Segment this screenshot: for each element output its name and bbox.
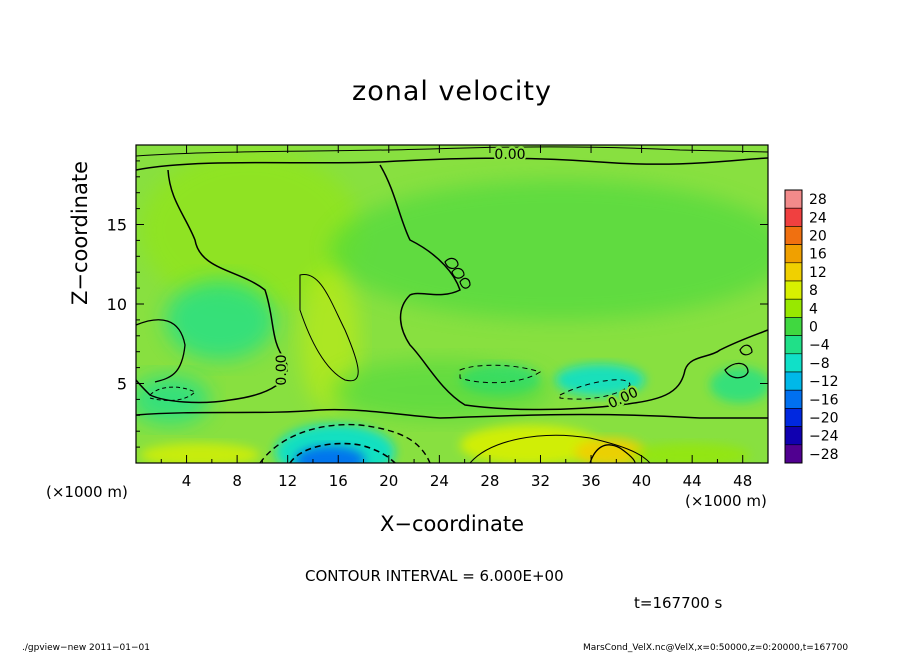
contour-lines: 0.000.000.000.000.000.00: [136, 145, 768, 463]
y-tick-label: 10: [107, 295, 127, 314]
x-tick-label: 16: [329, 472, 348, 490]
footer-right: MarsCond_VelX.nc@VelX,x=0:50000,z=0:2000…: [583, 643, 849, 653]
contour-label: 0.00: [274, 354, 290, 385]
contour-line: [559, 379, 631, 400]
contour-line: [289, 442, 396, 463]
colorbar-label: 0: [809, 320, 818, 336]
colorbar-swatch: [784, 207, 803, 227]
contour-line: [299, 274, 359, 382]
colorbar-label: 4: [809, 301, 818, 317]
x-unit-label-left: (×1000 m): [46, 483, 128, 501]
colorbar-label: −16: [809, 392, 839, 408]
contour-line: [379, 164, 768, 411]
colorbar-swatch: [784, 280, 803, 300]
x-tick-label: 8: [232, 472, 242, 490]
colorbar-label: −8: [809, 356, 830, 372]
contour-label-halo: 0.00: [494, 147, 525, 163]
colorbar-label: 28: [809, 192, 827, 208]
contour-line: [459, 364, 542, 384]
field-blob: [460, 425, 600, 463]
colorbar-swatch: [784, 189, 803, 209]
x-tick-label: 20: [379, 472, 398, 490]
field-blob: [295, 446, 365, 463]
field-blob: [630, 443, 750, 463]
colorbar-label: −24: [809, 429, 839, 445]
contour-line: [724, 362, 749, 379]
colorbar-swatch: [784, 353, 803, 373]
field-blob: [710, 367, 768, 403]
colorbar-swatch: [784, 335, 803, 355]
contour-line: [136, 146, 768, 157]
contour-line: [136, 319, 186, 383]
time-label: t=167700 s: [634, 594, 723, 612]
colorbar-label: −20: [809, 411, 839, 427]
x-tick-label: 32: [531, 472, 550, 490]
contour-label: 0.00: [494, 147, 525, 163]
colorbar-swatch: [784, 444, 803, 464]
colorbar-swatch: [784, 371, 803, 391]
x-unit-label-right: (×1000 m): [685, 492, 767, 510]
contour-line: [589, 444, 636, 463]
field-blob: [140, 443, 260, 463]
colorbar-swatch: [784, 226, 803, 245]
x-tick-label: 28: [480, 472, 499, 490]
colorbar-swatch: [784, 298, 803, 318]
colorbar: 28 24 20 16 12 8 4 0 −4 −8 −12 −16 −20 −24 −28: [784, 189, 839, 464]
contour-interval-note: CONTOUR INTERVAL = 6.000E+00: [305, 567, 564, 585]
colorbar-swatch: [784, 389, 803, 409]
contour-line: [136, 408, 768, 419]
contour-label-halo: 0.00: [274, 354, 290, 385]
velocity-field: [136, 145, 768, 463]
field-blob: [140, 150, 360, 310]
colorbar-label: −28: [809, 447, 839, 463]
colorbar-label: −12: [809, 374, 839, 390]
x-axis-label: X−coordinate: [380, 512, 524, 536]
contour-line: [136, 169, 288, 404]
chart-title: zonal velocity: [352, 76, 552, 107]
contour-line: [469, 434, 651, 463]
x-tick-label: 44: [683, 472, 702, 490]
colorbar-label: −4: [809, 338, 830, 354]
x-tick-label: 4: [182, 472, 192, 490]
colorbar-label: 24: [809, 210, 827, 226]
x-tick-label: 24: [430, 472, 449, 490]
footer-left: ./gpview−new 2011−01−01: [22, 643, 150, 653]
field-blob: [165, 280, 275, 360]
x-tick-label: 12: [278, 472, 297, 490]
y-axis: 5 10 15: [107, 160, 768, 448]
x-axis: 4 8 12 16 20 24 28 32 36 40 44 48: [160, 145, 752, 490]
colorbar-label: 8: [809, 283, 818, 299]
y-axis-label: Z−coordinate: [68, 161, 92, 305]
colorbar-label: 16: [809, 247, 827, 263]
colorbar-swatch: [784, 317, 803, 336]
contour-line: [444, 257, 459, 269]
colorbar-swatch: [784, 262, 803, 282]
colorbar-swatch: [784, 426, 803, 446]
contour-line: [149, 386, 196, 401]
colorbar-swatch: [784, 244, 803, 264]
contour-line: [451, 267, 465, 279]
field-blob: [330, 360, 550, 420]
contour-line: [136, 157, 768, 171]
y-tick-label: 5: [117, 375, 127, 394]
x-tick-label: 36: [581, 472, 600, 490]
x-tick-label: 40: [632, 472, 651, 490]
colorbar-frame: [784, 189, 803, 464]
y-tick-label: 15: [107, 216, 127, 235]
field-blob: [330, 180, 768, 320]
colorbar-swatch: [784, 408, 803, 427]
contour-line: [259, 423, 431, 463]
contour-line: [459, 277, 471, 289]
colorbar-label: 12: [809, 265, 827, 281]
x-tick-label: 48: [733, 472, 752, 490]
contour-line: [739, 344, 753, 356]
colorbar-label: 20: [809, 229, 827, 245]
